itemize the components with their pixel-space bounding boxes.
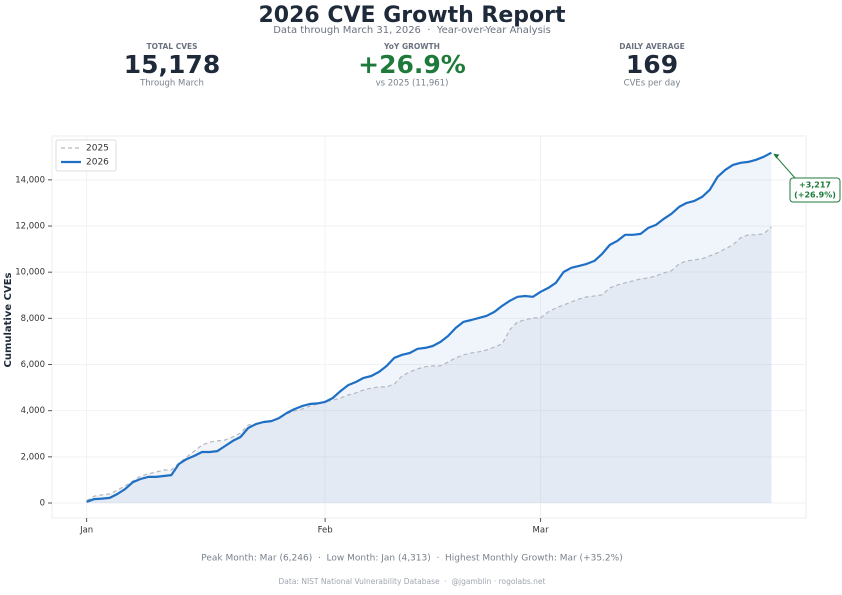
y-tick-label: 8,000: [21, 314, 45, 324]
y-tick-label: 4,000: [21, 406, 45, 416]
legend: 2025 2026: [55, 139, 117, 172]
y-tick-label: 6,000: [21, 360, 45, 370]
annotation-text: +3,217: [799, 181, 831, 190]
kpi-sub: CVEs per day: [624, 79, 681, 89]
y-tick-label: 2,000: [21, 452, 45, 462]
kpi-label: YoY GROWTH: [383, 42, 440, 51]
annotation-arrow: [774, 154, 796, 179]
y-tick-label: 14,000: [15, 175, 45, 185]
kpi-value: +26.9%: [358, 50, 466, 79]
series-area: [86, 152, 772, 503]
series-line: [86, 151, 772, 503]
kpi-sub: vs 2025 (11,961): [376, 79, 449, 89]
kpi-sub: Through March: [139, 79, 204, 89]
x-tick-label: Mar: [533, 526, 550, 536]
footer-source: Data: NIST National Vulnerability Databa…: [279, 577, 546, 586]
annotation-text: (+26.9%): [794, 191, 836, 200]
kpi-value: 15,178: [124, 50, 220, 79]
x-tick-label: Jan: [79, 526, 93, 536]
y-tick-label: 12,000: [15, 222, 45, 232]
kpi-value: 169: [626, 50, 678, 79]
series-line: [86, 226, 772, 502]
kpi-label: DAILY AVERAGE: [619, 42, 685, 51]
annotation-box: [789, 177, 841, 203]
chart-subtitle: Data through March 31, 2026 · Year-over-…: [273, 25, 551, 36]
y-tick-label: 0: [40, 498, 45, 508]
legend-label: 2025: [86, 144, 109, 154]
x-tick-label: Feb: [318, 526, 333, 536]
kpi-label: TOTAL CVES: [146, 42, 197, 51]
legend-label: 2026: [86, 158, 109, 168]
y-tick-label: 10,000: [15, 268, 45, 278]
footer-summary: Peak Month: Mar (6,246) · Low Month: Jan…: [201, 554, 622, 564]
y-axis-label: Cumulative CVEs: [3, 272, 14, 367]
plot-area: [51, 135, 807, 519]
annotation-arrowhead: [773, 153, 780, 159]
chart-title: 2026 CVE Growth Report: [258, 3, 566, 28]
series-area: [86, 226, 772, 503]
